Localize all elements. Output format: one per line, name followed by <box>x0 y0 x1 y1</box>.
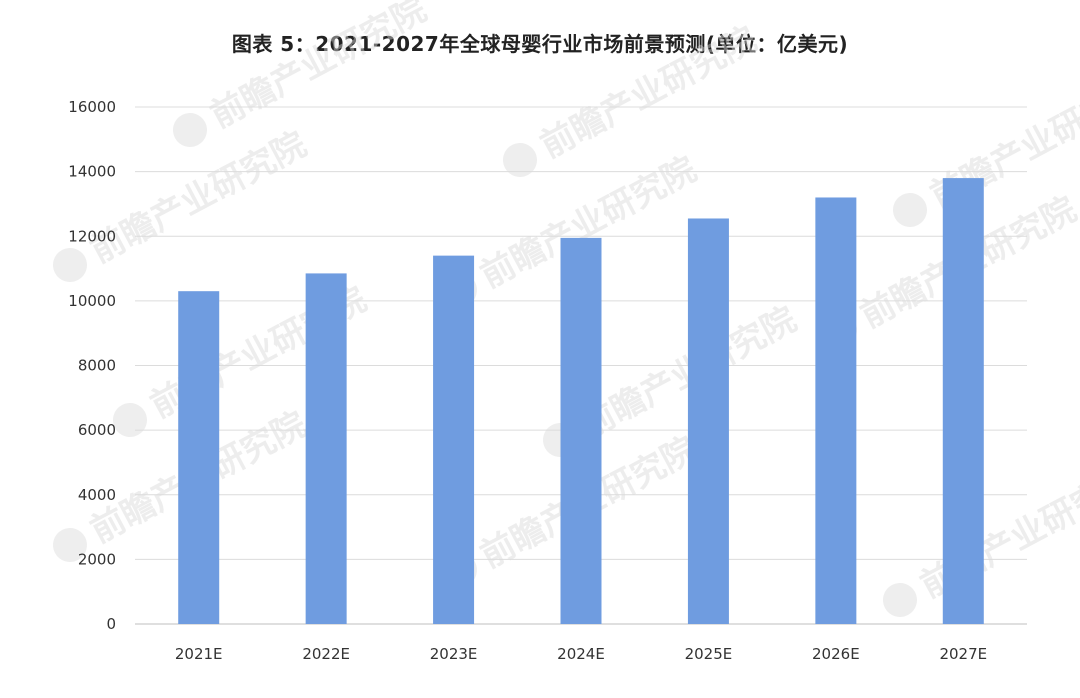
x-tick-label: 2026E <box>812 645 860 663</box>
watermark-logo-icon <box>53 248 87 282</box>
watermark-text: 前瞻产业研究院 <box>534 19 763 166</box>
watermark-logo-icon <box>53 528 87 562</box>
watermark-logo-icon <box>893 193 927 227</box>
x-tick-label: 2027E <box>939 645 987 663</box>
bar-2025E <box>687 218 729 624</box>
y-tick-label: 6000 <box>78 421 116 439</box>
watermark: 前瞻产业研究院 <box>503 19 763 177</box>
chart-title: 图表 5：2021-2027年全球母婴行业市场前景预测(单位：亿美元) <box>231 32 849 56</box>
x-axis-ticks: 2021E 2022E 2023E 2024E 2025E 2026E 2027E <box>175 645 987 663</box>
y-tick-label: 0 <box>106 615 116 633</box>
x-tick-label: 2025E <box>685 645 733 663</box>
y-tick-label: 10000 <box>68 292 116 310</box>
watermark: 前瞻产业研究院 <box>173 0 433 147</box>
y-axis-ticks: 0 2000 4000 6000 8000 10000 12000 14000 16000 <box>68 98 116 633</box>
bar-2023E <box>433 255 475 624</box>
watermark-text: 前瞻产业研究院 <box>914 459 1080 606</box>
x-tick-label: 2022E <box>302 645 350 663</box>
x-tick-label: 2023E <box>430 645 478 663</box>
watermark-logo-icon <box>883 583 917 617</box>
watermark-logo-icon <box>173 113 207 147</box>
watermark-text: 前瞻产业研究院 <box>84 124 313 271</box>
bar-2024E <box>560 237 602 624</box>
x-tick-label: 2024E <box>557 645 605 663</box>
bar-2022E <box>305 273 347 624</box>
y-tick-label: 8000 <box>78 357 116 375</box>
y-tick-label: 16000 <box>68 98 116 116</box>
y-tick-label: 2000 <box>78 550 116 568</box>
watermark-logo-icon <box>503 143 537 177</box>
watermark-text: 前瞻产业研究院 <box>204 0 433 136</box>
bar-2026E <box>815 197 857 624</box>
bar-2027E <box>942 178 984 624</box>
y-tick-label: 12000 <box>68 227 116 245</box>
watermark: 前瞻产业研究院 <box>53 124 313 282</box>
y-tick-label: 4000 <box>78 486 116 504</box>
bars <box>178 178 984 624</box>
y-tick-label: 14000 <box>68 163 116 181</box>
watermark-logo-icon <box>113 403 147 437</box>
bar-2021E <box>178 291 220 624</box>
x-tick-label: 2021E <box>175 645 223 663</box>
